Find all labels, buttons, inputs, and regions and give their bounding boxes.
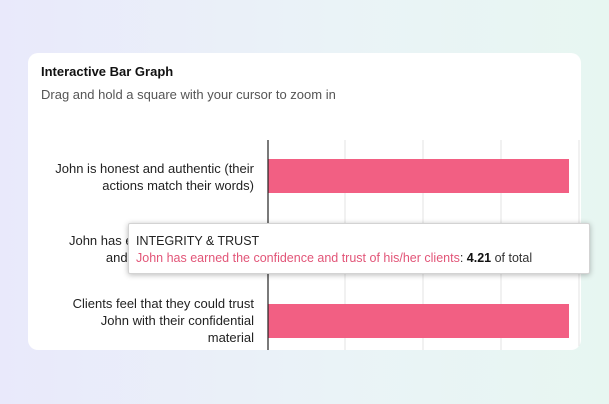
category-label-3: Clients feel that they could trust John … (29, 295, 254, 346)
category-label-1-line-1: John is honest and authentic (their (55, 161, 254, 176)
tooltip-line: John has earned the confidence and trust… (136, 251, 532, 265)
tooltip-separator: : (459, 251, 467, 265)
tooltip-title: INTEGRITY & TRUST (136, 234, 260, 248)
category-label-3-line-2: John with their confidential (100, 313, 254, 328)
tooltip-suffix: of total (491, 251, 533, 265)
tooltip-value: 4.21 (466, 251, 492, 265)
category-label-3-line-3: material (207, 330, 254, 345)
bar-tooltip: INTEGRITY & TRUST John has earned the co… (128, 223, 590, 274)
chart-title: Interactive Bar Graph (41, 64, 174, 79)
category-label-3-line-1: Clients feel that they could trust (72, 296, 254, 311)
category-label-1-line-2: actions match their words) (102, 178, 254, 193)
tooltip-label: John has earned the confidence and trust… (136, 251, 460, 265)
category-label-1: John is honest and authentic (their acti… (29, 160, 254, 194)
bar-3[interactable] (268, 304, 569, 338)
chart-subtitle: Drag and hold a square with your cursor … (41, 87, 336, 102)
bar-1[interactable] (268, 159, 569, 193)
chart-card: Interactive Bar Graph Drag and hold a sq… (28, 53, 581, 350)
